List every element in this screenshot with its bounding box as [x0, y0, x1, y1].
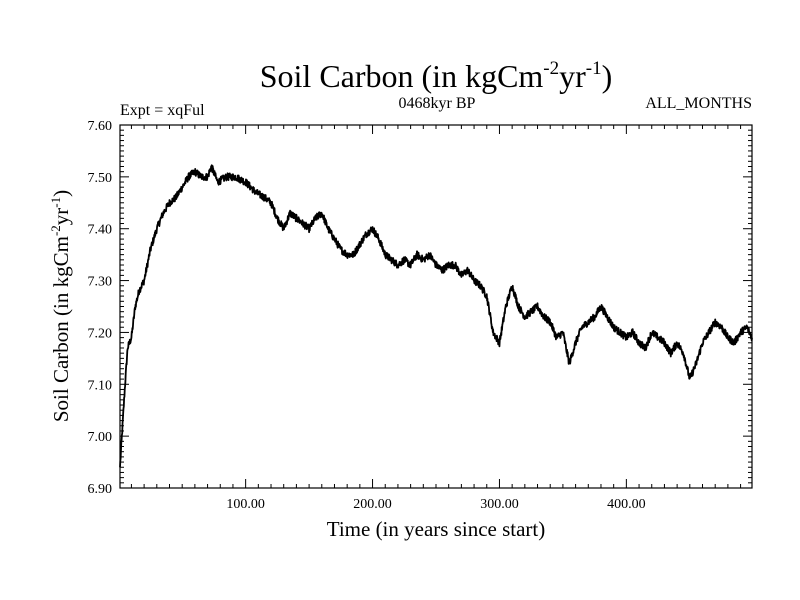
series-line — [119, 164, 753, 468]
subtitle-experiment: Expt = xqFul — [120, 102, 205, 119]
x-tick-label: 200.00 — [353, 497, 392, 512]
plot-frame — [119, 124, 753, 489]
y-tick-label: 7.00 — [88, 430, 113, 445]
x-tick-label: 100.00 — [226, 497, 265, 512]
y-tick-label: 7.30 — [88, 275, 113, 290]
chart-title: Soil Carbon (in kgCm-2yr-1) — [260, 58, 613, 94]
x-tick-label: 300.00 — [480, 497, 519, 512]
x-tick-label: 400.00 — [607, 497, 646, 512]
series-layer — [119, 164, 753, 468]
y-axis-label: Soil Carbon (in kgCm-2yr-1) — [48, 190, 73, 422]
y-axis: 6.90 7.00 7.10 7.20 7.30 7.40 7.50 7.60 — [88, 119, 752, 497]
x-axis: 100.00 200.00 300.00 400.00 — [130, 125, 742, 512]
x-axis-label: Time (in years since start) — [327, 517, 546, 541]
y-tick-label: 7.60 — [88, 119, 113, 134]
y-tick-label: 7.10 — [88, 378, 113, 393]
y-tick-label: 6.90 — [88, 482, 113, 497]
subtitle-period: 0468kyr BP — [399, 95, 476, 112]
y-tick-label: 7.40 — [88, 223, 113, 238]
subtitle-months: ALL_MONTHS — [645, 95, 752, 112]
y-tick-label: 7.50 — [88, 171, 113, 186]
y-tick-label: 7.20 — [88, 326, 113, 341]
